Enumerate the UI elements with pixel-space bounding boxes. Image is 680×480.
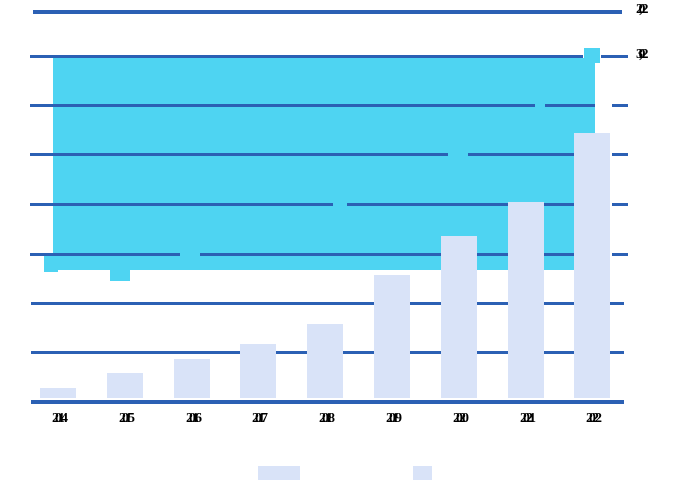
- gridline: [30, 153, 448, 156]
- x-tick-label: 2018: [319, 411, 335, 426]
- gridline: [612, 203, 628, 206]
- x-axis-line: [31, 400, 624, 404]
- gridline: [30, 253, 180, 256]
- x-tick-label: 2020: [453, 411, 469, 426]
- gridline: [30, 104, 535, 107]
- x-tick-label: 2015: [119, 411, 135, 426]
- gridline: [601, 55, 628, 58]
- x-tick-label: 2016: [186, 411, 202, 426]
- bar: [441, 236, 477, 398]
- gridline: [30, 203, 333, 206]
- gridline: [31, 302, 624, 305]
- x-tick-label: 2022: [586, 411, 602, 426]
- gridline: [612, 104, 628, 107]
- gridline: [30, 55, 583, 58]
- bar: [307, 324, 343, 398]
- gridline: [612, 153, 628, 156]
- gridline: [33, 10, 622, 14]
- x-tick-label: 2019: [386, 411, 402, 426]
- gridline: [612, 253, 628, 256]
- bar: [40, 388, 76, 398]
- bar: [107, 373, 143, 398]
- legend-swatch-1[interactable]: [258, 466, 300, 480]
- right-axis-label-top: 2,02: [636, 2, 648, 17]
- legend-swatch-2[interactable]: [413, 466, 432, 480]
- right-axis-label-second: 3,02: [636, 47, 648, 62]
- bar: [574, 133, 610, 398]
- bar: [240, 344, 276, 398]
- bar: [174, 359, 210, 398]
- area-start-marker: [44, 256, 58, 272]
- gridline: [545, 104, 595, 107]
- area-dip-notch: [110, 270, 130, 281]
- bar: [374, 275, 410, 398]
- gridline: [347, 203, 595, 206]
- area-series-fill: [53, 58, 595, 270]
- area-end-marker: [584, 48, 600, 63]
- x-tick-label: 2021: [520, 411, 536, 426]
- gridline: [468, 153, 595, 156]
- gridline: [200, 253, 595, 256]
- bar: [508, 202, 544, 398]
- x-tick-label: 2017: [252, 411, 268, 426]
- x-tick-label: 2014: [52, 411, 68, 426]
